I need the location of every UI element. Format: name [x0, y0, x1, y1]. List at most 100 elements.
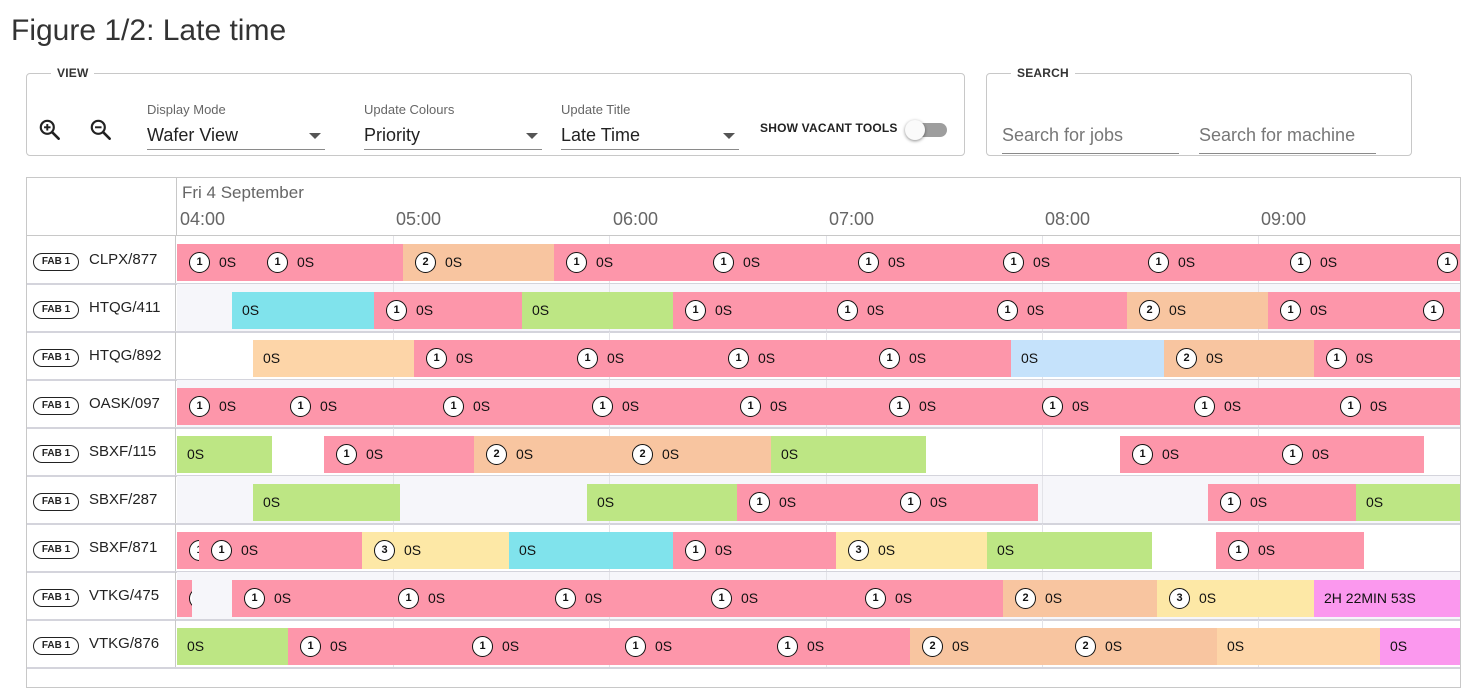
- job-bar[interactable]: 1 0S: [1208, 484, 1356, 521]
- job-bar[interactable]: 1 0S: [1030, 388, 1182, 425]
- machine-name[interactable]: SBXF/115: [89, 443, 157, 460]
- job-bar[interactable]: 1 0S: [554, 244, 701, 281]
- machine-name[interactable]: CLPX/877: [89, 251, 158, 268]
- zoom-out-button[interactable]: [88, 117, 118, 147]
- job-bar[interactable]: 1 0S: [1268, 292, 1411, 329]
- job-bar[interactable]: 1 0S: [414, 340, 565, 377]
- job-bar[interactable]: 1: [1425, 244, 1460, 281]
- job-bar[interactable]: 0S: [1011, 340, 1164, 377]
- job-bar[interactable]: 2 0S: [1063, 628, 1217, 665]
- job-bar[interactable]: 1 0S: [699, 580, 853, 617]
- job-bar[interactable]: 1: [177, 532, 199, 569]
- job-bar[interactable]: 0S: [1380, 628, 1460, 665]
- job-bar[interactable]: 0S: [1356, 484, 1460, 521]
- machine-name[interactable]: SBXF/871: [89, 539, 158, 556]
- priority-badge: 1: [1220, 492, 1241, 513]
- job-bar[interactable]: 1 0S: [386, 580, 543, 617]
- search-jobs-input[interactable]: Search for jobs: [1002, 116, 1179, 154]
- job-bar[interactable]: 1 0S: [565, 340, 716, 377]
- show-vacant-tools-toggle[interactable]: [905, 120, 949, 140]
- job-bar[interactable]: 2 0S: [403, 244, 554, 281]
- job-bar[interactable]: 1 0S: [1216, 532, 1364, 569]
- machine-name[interactable]: HTQG/892: [89, 347, 162, 364]
- job-bar[interactable]: 1 0S: [673, 532, 836, 569]
- job-bar[interactable]: 1 0S: [1270, 436, 1424, 473]
- job-bar[interactable]: 0S: [771, 436, 926, 473]
- job-bar[interactable]: 1 0S: [613, 628, 765, 665]
- machine-name[interactable]: SBXF/287: [89, 491, 158, 508]
- job-bar[interactable]: 1 0S: [278, 388, 431, 425]
- job-bar[interactable]: 2 0S: [910, 628, 1063, 665]
- job-late-time: 0S: [930, 494, 948, 510]
- job-bar[interactable]: 2H 22MIN 53S: [1314, 580, 1460, 617]
- zoom-in-button[interactable]: [37, 117, 67, 147]
- priority-badge: 2: [1176, 348, 1197, 369]
- machine-name[interactable]: VTKG/475: [89, 587, 160, 604]
- job-bar[interactable]: 0S: [509, 532, 673, 569]
- search-machine-input[interactable]: Search for machine: [1199, 116, 1376, 154]
- job-bar[interactable]: 2 0S: [1164, 340, 1314, 377]
- job-bar[interactable]: 1 0S: [374, 292, 522, 329]
- job-bar[interactable]: 1 0S: [888, 484, 1038, 521]
- job-bar[interactable]: 1 0S: [825, 292, 985, 329]
- job-bar[interactable]: 1 0S: [177, 388, 278, 425]
- job-bar[interactable]: 0S: [587, 484, 737, 521]
- job-bar[interactable]: 1 0S: [324, 436, 474, 473]
- job-bar[interactable]: 2 0S: [620, 436, 771, 473]
- machine-name[interactable]: HTQG/411: [89, 299, 161, 316]
- job-bar[interactable]: 0S: [253, 484, 400, 521]
- job-bar[interactable]: 2 0S: [474, 436, 620, 473]
- job-bar[interactable]: 0S: [522, 292, 673, 329]
- job-bar[interactable]: 1: [177, 580, 192, 617]
- update-title-select[interactable]: Update Title Late Time: [561, 102, 739, 150]
- machine-name[interactable]: VTKG/876: [89, 635, 160, 652]
- job-bar[interactable]: 1 0S: [991, 244, 1136, 281]
- gantt-row: FAB 1 SBXF/115 0S 1 0S 2 0S 2 0S 0S 1 0S 1 0S: [27, 428, 1460, 476]
- job-bar[interactable]: 1 0S: [232, 580, 386, 617]
- job-bar[interactable]: 2 0S: [1003, 580, 1157, 617]
- job-bar[interactable]: 1 0S: [877, 388, 1030, 425]
- update-colours-select[interactable]: Update Colours Priority: [364, 102, 542, 150]
- job-bar[interactable]: 1 0S: [1182, 388, 1328, 425]
- job-bar[interactable]: 1 0S: [460, 628, 613, 665]
- job-bar[interactable]: 0S: [253, 340, 414, 377]
- job-bar[interactable]: 0S: [177, 628, 288, 665]
- job-bar[interactable]: 2 0S: [1127, 292, 1268, 329]
- job-bar[interactable]: 1 0S: [1328, 388, 1460, 425]
- priority-badge: 3: [1169, 588, 1190, 609]
- job-bar[interactable]: 1 0S: [846, 244, 991, 281]
- job-bar[interactable]: 1 0S: [853, 580, 1003, 617]
- job-bar[interactable]: 1 0S: [1136, 244, 1278, 281]
- job-bar[interactable]: 0S: [1217, 628, 1380, 665]
- job-bar[interactable]: 1 0S: [255, 244, 403, 281]
- job-bar[interactable]: 1 0S: [765, 628, 910, 665]
- job-bar[interactable]: 1 0S: [985, 292, 1127, 329]
- job-bar[interactable]: 0S: [987, 532, 1152, 569]
- job-bar[interactable]: 1 0S: [543, 580, 699, 617]
- job-bar[interactable]: 1 0S: [199, 532, 362, 569]
- job-bar[interactable]: 3 0S: [836, 532, 987, 569]
- priority-badge: 1: [189, 396, 210, 417]
- job-bar[interactable]: 1 0S: [177, 244, 255, 281]
- job-bar[interactable]: 0S: [232, 292, 374, 329]
- job-bar[interactable]: 1 0S: [580, 388, 728, 425]
- job-bar[interactable]: 3 0S: [1157, 580, 1314, 617]
- job-bar[interactable]: 0S: [177, 436, 272, 473]
- job-bar[interactable]: 1 0S: [288, 628, 460, 665]
- job-bar[interactable]: 1: [1411, 292, 1460, 329]
- job-bar[interactable]: 1 0S: [431, 388, 580, 425]
- machine-name[interactable]: OASK/097: [89, 395, 160, 412]
- job-bar[interactable]: 3 0S: [362, 532, 509, 569]
- display-mode-value: Wafer View: [147, 125, 239, 145]
- job-bar[interactable]: 1 0S: [1120, 436, 1270, 473]
- job-bar[interactable]: 1 0S: [673, 292, 825, 329]
- job-bar[interactable]: 1 0S: [728, 388, 877, 425]
- job-bar[interactable]: 1 0S: [1314, 340, 1460, 377]
- job-bar[interactable]: 1 0S: [737, 484, 888, 521]
- display-mode-select[interactable]: Display Mode Wafer View: [147, 102, 325, 150]
- job-bar[interactable]: 1 0S: [701, 244, 846, 281]
- job-late-time: 0S: [428, 590, 446, 606]
- job-bar[interactable]: 1 0S: [1278, 244, 1425, 281]
- job-bar[interactable]: 1 0S: [716, 340, 867, 377]
- job-bar[interactable]: 1 0S: [867, 340, 1011, 377]
